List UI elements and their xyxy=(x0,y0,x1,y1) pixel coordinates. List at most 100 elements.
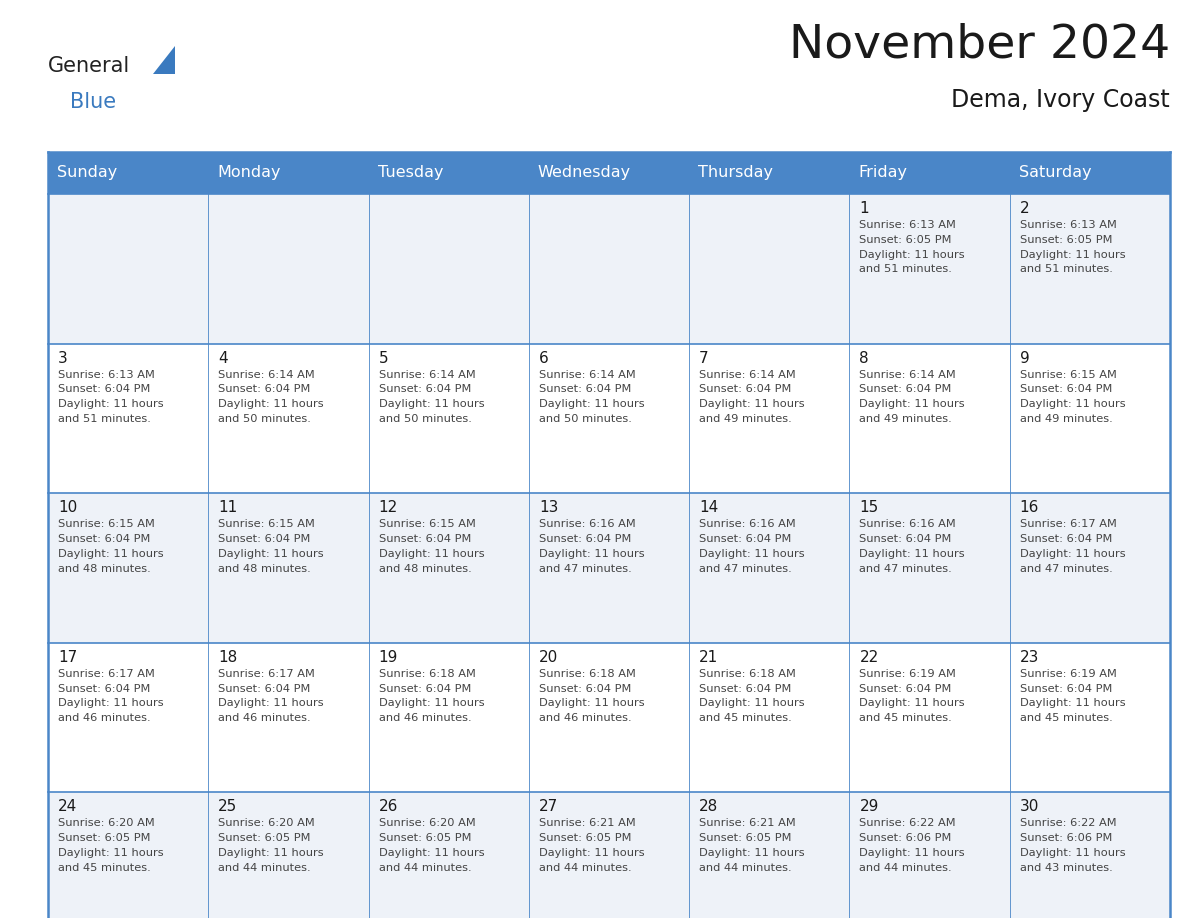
Text: Saturday: Saturday xyxy=(1019,165,1092,181)
Text: Sunrise: 6:15 AM: Sunrise: 6:15 AM xyxy=(1019,370,1117,380)
Text: and 45 minutes.: and 45 minutes. xyxy=(859,713,952,723)
Text: Sunrise: 6:18 AM: Sunrise: 6:18 AM xyxy=(379,669,475,678)
Text: Daylight: 11 hours: Daylight: 11 hours xyxy=(219,699,324,709)
Text: Sunrise: 6:17 AM: Sunrise: 6:17 AM xyxy=(219,669,315,678)
Text: and 47 minutes.: and 47 minutes. xyxy=(859,564,952,574)
Text: 10: 10 xyxy=(58,500,77,515)
Text: Sunset: 6:04 PM: Sunset: 6:04 PM xyxy=(700,534,791,544)
Text: 25: 25 xyxy=(219,800,238,814)
Text: and 48 minutes.: and 48 minutes. xyxy=(58,564,151,574)
Text: Daylight: 11 hours: Daylight: 11 hours xyxy=(1019,250,1125,260)
Text: 13: 13 xyxy=(539,500,558,515)
Text: and 45 minutes.: and 45 minutes. xyxy=(58,863,151,873)
Text: 22: 22 xyxy=(859,650,879,665)
Text: Sunset: 6:05 PM: Sunset: 6:05 PM xyxy=(58,834,151,844)
Text: Daylight: 11 hours: Daylight: 11 hours xyxy=(700,699,804,709)
Text: Daylight: 11 hours: Daylight: 11 hours xyxy=(219,549,324,559)
Text: Sunset: 6:04 PM: Sunset: 6:04 PM xyxy=(379,385,470,395)
Text: Sunrise: 6:16 AM: Sunrise: 6:16 AM xyxy=(859,520,956,529)
Text: 24: 24 xyxy=(58,800,77,814)
Text: and 45 minutes.: and 45 minutes. xyxy=(700,713,792,723)
Text: 4: 4 xyxy=(219,351,228,365)
Text: Daylight: 11 hours: Daylight: 11 hours xyxy=(379,699,485,709)
Text: and 50 minutes.: and 50 minutes. xyxy=(219,414,311,424)
Text: 23: 23 xyxy=(1019,650,1040,665)
Text: and 49 minutes.: and 49 minutes. xyxy=(1019,414,1112,424)
Text: Sunrise: 6:15 AM: Sunrise: 6:15 AM xyxy=(58,520,154,529)
Text: Sunset: 6:05 PM: Sunset: 6:05 PM xyxy=(859,235,952,245)
Text: and 47 minutes.: and 47 minutes. xyxy=(1019,564,1112,574)
Text: 17: 17 xyxy=(58,650,77,665)
Text: and 44 minutes.: and 44 minutes. xyxy=(700,863,791,873)
Text: and 51 minutes.: and 51 minutes. xyxy=(58,414,151,424)
Text: Sunset: 6:04 PM: Sunset: 6:04 PM xyxy=(539,684,631,694)
Text: Daylight: 11 hours: Daylight: 11 hours xyxy=(58,848,164,858)
Text: and 45 minutes.: and 45 minutes. xyxy=(1019,713,1112,723)
Text: Daylight: 11 hours: Daylight: 11 hours xyxy=(859,848,965,858)
Text: Blue: Blue xyxy=(70,92,116,112)
Text: and 48 minutes.: and 48 minutes. xyxy=(379,564,472,574)
Bar xyxy=(48,194,1170,343)
Text: Sunset: 6:04 PM: Sunset: 6:04 PM xyxy=(1019,534,1112,544)
Text: Sunrise: 6:17 AM: Sunrise: 6:17 AM xyxy=(58,669,154,678)
Text: Sunset: 6:04 PM: Sunset: 6:04 PM xyxy=(219,534,310,544)
Text: Dema, Ivory Coast: Dema, Ivory Coast xyxy=(952,88,1170,112)
Text: Daylight: 11 hours: Daylight: 11 hours xyxy=(379,399,485,409)
Text: and 50 minutes.: and 50 minutes. xyxy=(379,414,472,424)
Text: 30: 30 xyxy=(1019,800,1040,814)
Text: 27: 27 xyxy=(539,800,558,814)
Text: Sunset: 6:04 PM: Sunset: 6:04 PM xyxy=(379,684,470,694)
Text: 1: 1 xyxy=(859,201,870,216)
Text: Sunset: 6:04 PM: Sunset: 6:04 PM xyxy=(539,385,631,395)
Text: Daylight: 11 hours: Daylight: 11 hours xyxy=(539,848,644,858)
Text: and 51 minutes.: and 51 minutes. xyxy=(859,264,953,274)
Text: Daylight: 11 hours: Daylight: 11 hours xyxy=(700,399,804,409)
Text: November 2024: November 2024 xyxy=(789,22,1170,67)
Text: and 44 minutes.: and 44 minutes. xyxy=(219,863,311,873)
Text: Sunrise: 6:13 AM: Sunrise: 6:13 AM xyxy=(859,220,956,230)
Text: and 44 minutes.: and 44 minutes. xyxy=(539,863,632,873)
Text: General: General xyxy=(48,56,131,76)
Text: Sunrise: 6:14 AM: Sunrise: 6:14 AM xyxy=(700,370,796,380)
Text: and 46 minutes.: and 46 minutes. xyxy=(219,713,311,723)
Text: Tuesday: Tuesday xyxy=(378,165,443,181)
Text: and 46 minutes.: and 46 minutes. xyxy=(58,713,151,723)
Text: Wednesday: Wednesday xyxy=(538,165,631,181)
Text: 14: 14 xyxy=(700,500,719,515)
Text: Sunset: 6:04 PM: Sunset: 6:04 PM xyxy=(700,385,791,395)
Text: Sunrise: 6:14 AM: Sunrise: 6:14 AM xyxy=(379,370,475,380)
Text: and 43 minutes.: and 43 minutes. xyxy=(1019,863,1112,873)
Text: Daylight: 11 hours: Daylight: 11 hours xyxy=(700,848,804,858)
Text: Sunrise: 6:19 AM: Sunrise: 6:19 AM xyxy=(1019,669,1117,678)
Text: Sunset: 6:04 PM: Sunset: 6:04 PM xyxy=(58,385,151,395)
Text: and 49 minutes.: and 49 minutes. xyxy=(700,414,792,424)
Text: Daylight: 11 hours: Daylight: 11 hours xyxy=(1019,699,1125,709)
Text: Sunset: 6:04 PM: Sunset: 6:04 PM xyxy=(539,534,631,544)
Text: 26: 26 xyxy=(379,800,398,814)
Text: Daylight: 11 hours: Daylight: 11 hours xyxy=(859,549,965,559)
Text: Sunrise: 6:16 AM: Sunrise: 6:16 AM xyxy=(539,520,636,529)
Text: Sunrise: 6:17 AM: Sunrise: 6:17 AM xyxy=(1019,520,1117,529)
Text: Sunrise: 6:13 AM: Sunrise: 6:13 AM xyxy=(1019,220,1117,230)
Text: Sunset: 6:04 PM: Sunset: 6:04 PM xyxy=(1019,684,1112,694)
Text: Sunrise: 6:14 AM: Sunrise: 6:14 AM xyxy=(859,370,956,380)
Text: Sunset: 6:04 PM: Sunset: 6:04 PM xyxy=(859,684,952,694)
Bar xyxy=(48,792,1170,918)
Text: Daylight: 11 hours: Daylight: 11 hours xyxy=(1019,399,1125,409)
Text: Sunrise: 6:19 AM: Sunrise: 6:19 AM xyxy=(859,669,956,678)
Text: 8: 8 xyxy=(859,351,870,365)
Bar xyxy=(48,643,1170,792)
Text: Daylight: 11 hours: Daylight: 11 hours xyxy=(58,399,164,409)
Text: 2: 2 xyxy=(1019,201,1029,216)
Text: Sunset: 6:04 PM: Sunset: 6:04 PM xyxy=(700,684,791,694)
Text: Sunset: 6:04 PM: Sunset: 6:04 PM xyxy=(219,385,310,395)
Text: Monday: Monday xyxy=(217,165,280,181)
Text: and 44 minutes.: and 44 minutes. xyxy=(379,863,472,873)
Text: 16: 16 xyxy=(1019,500,1040,515)
Text: Sunset: 6:06 PM: Sunset: 6:06 PM xyxy=(859,834,952,844)
Text: Sunset: 6:05 PM: Sunset: 6:05 PM xyxy=(379,834,472,844)
Text: 29: 29 xyxy=(859,800,879,814)
Text: Daylight: 11 hours: Daylight: 11 hours xyxy=(539,699,644,709)
Text: 11: 11 xyxy=(219,500,238,515)
Text: Daylight: 11 hours: Daylight: 11 hours xyxy=(219,848,324,858)
